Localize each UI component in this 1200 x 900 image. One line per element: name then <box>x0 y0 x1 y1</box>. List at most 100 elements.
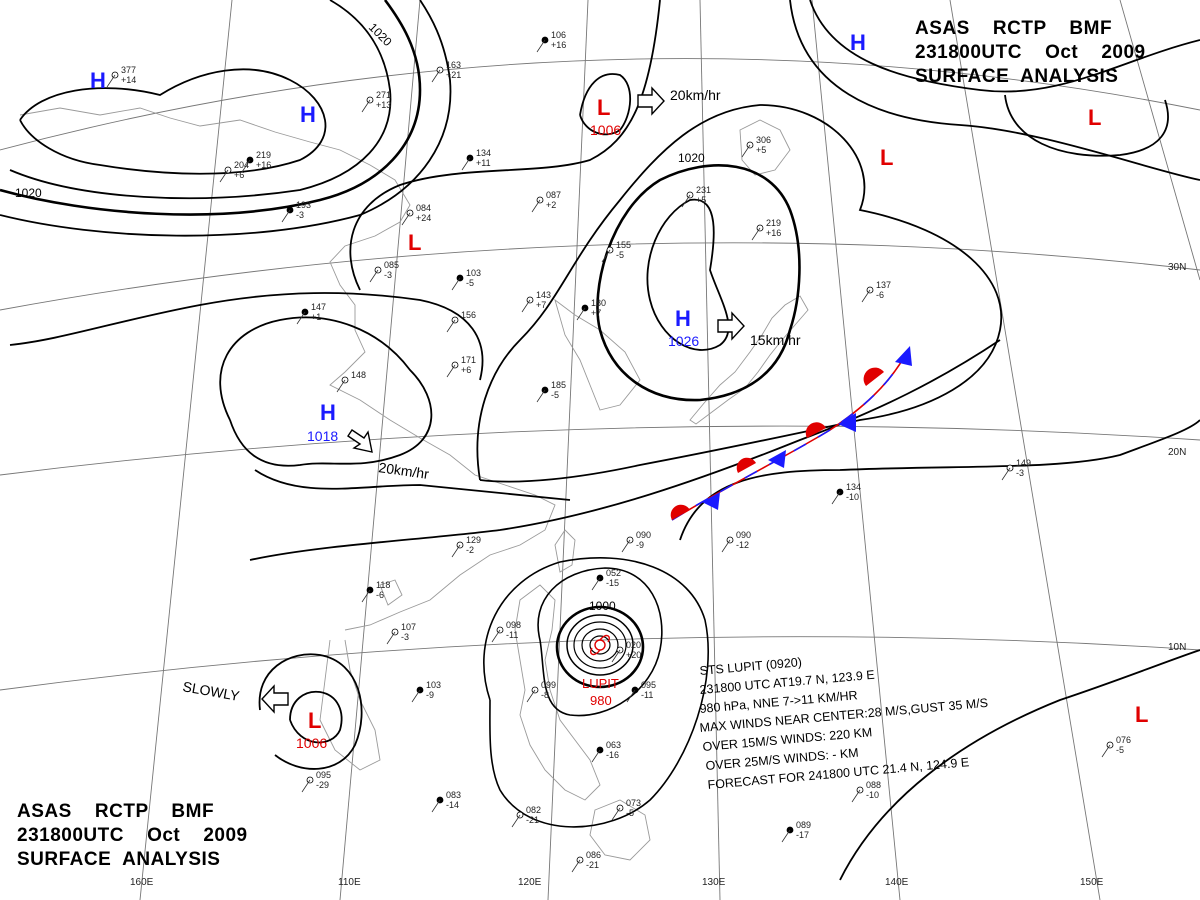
cold-front-triangle <box>768 450 786 468</box>
isobar-label: 1000 <box>589 599 616 613</box>
coast-china <box>19 107 556 631</box>
isobar-low-n <box>579 73 632 136</box>
station-plot: 306+5 <box>741 135 771 158</box>
wind-barb-icon <box>611 807 621 821</box>
station-tendency: -10 <box>866 790 879 800</box>
header-line: SURFACE ANALYSIS <box>17 849 221 870</box>
wind-barb-icon <box>301 779 311 793</box>
lon-label: 150E <box>1080 877 1104 888</box>
isobar-1016-big <box>476 104 1003 483</box>
station-tendency: -11 <box>506 630 518 640</box>
station-tendency: +16 <box>551 40 566 50</box>
station-pressure: 163 <box>446 60 461 70</box>
meridian-130e <box>699 0 721 900</box>
station-pressure: 098 <box>506 620 521 630</box>
station-tendency: +1 <box>311 312 321 322</box>
station-pressure: 095 <box>316 770 331 780</box>
station-tendency: -5 <box>551 390 559 400</box>
parallel-40n <box>0 58 1200 151</box>
wind-barb-icon <box>386 631 396 645</box>
station-pressure: 219 <box>766 218 781 228</box>
high-center-label: H <box>90 68 106 93</box>
station-tendency: -5 <box>616 250 624 260</box>
station-pressure: 082 <box>526 805 541 815</box>
station-tendency: +20 <box>626 650 641 660</box>
station-pressure: 204 <box>234 160 249 170</box>
station-tendency: -9 <box>426 690 434 700</box>
station-pressure: 084 <box>416 203 431 213</box>
wind-barb-icon <box>721 539 731 553</box>
station-pressure: 103 <box>466 268 481 278</box>
station-plot: 083-14 <box>431 790 461 813</box>
coast-mindanao <box>589 799 651 861</box>
meridian-140e <box>811 0 901 900</box>
wind-barb-icon <box>241 159 251 173</box>
station-pressure: 171 <box>461 355 476 365</box>
station-plot: 090-12 <box>721 530 751 553</box>
motion-label: 20km/hr <box>378 459 431 482</box>
isobar-low-sw <box>289 690 343 744</box>
station-plot: 095-29 <box>301 770 331 793</box>
low-center-value: 1006 <box>590 122 621 138</box>
wind-barb-icon <box>571 859 581 873</box>
isobar-inner-high <box>646 198 730 351</box>
station-plot: 134+11 <box>461 148 491 171</box>
station-tendency: -3 <box>296 210 304 220</box>
station-plot: 137-6 <box>861 280 891 303</box>
front-line-blue <box>671 349 909 521</box>
wind-barb-icon <box>431 799 441 813</box>
wind-barb-icon <box>361 99 371 113</box>
isobar-nw-3 <box>0 0 422 216</box>
station-plot: 084+24 <box>401 203 431 226</box>
station-pressure: 134 <box>846 482 861 492</box>
station-tendency: +16 <box>256 160 271 170</box>
station-tendency: +5 <box>696 195 706 205</box>
wind-barb-icon <box>106 74 116 88</box>
wind-barb-icon <box>536 39 546 53</box>
wind-barb-icon <box>626 689 636 703</box>
meridian-150e <box>949 0 1101 900</box>
station-pressure: 271 <box>376 90 391 100</box>
station-pressure: 306 <box>756 135 771 145</box>
motion-arrow-icon <box>637 86 665 116</box>
warm-front-semicircle <box>670 504 690 520</box>
station-plot: 118-6 <box>361 580 390 603</box>
isobar-label: 1020 <box>15 186 42 200</box>
station-plot: 149-3 <box>1001 458 1031 481</box>
high-center-label: H <box>320 400 336 425</box>
station-tendency: +11 <box>476 158 491 168</box>
isobar-label: 1020 <box>678 151 705 165</box>
station-tendency: -12 <box>736 540 749 550</box>
stationary-front <box>670 346 912 521</box>
wind-barb-icon <box>591 577 601 591</box>
station-plot: 219+16 <box>751 218 781 241</box>
wind-barb-icon <box>521 299 531 313</box>
lat-label: 20N <box>1168 447 1186 458</box>
station-tendency: +2 <box>546 200 556 210</box>
wind-barb-icon <box>401 212 411 226</box>
isobar-nw-4 <box>0 0 452 237</box>
wind-barb-icon <box>336 379 346 393</box>
station-pressure: 087 <box>546 190 561 200</box>
station-pressure: 088 <box>866 780 881 790</box>
isobar-east-1 <box>809 0 1200 93</box>
station-tendency: -21 <box>586 860 599 870</box>
high-center-label: H <box>850 30 866 55</box>
station-plot: 147+1 <box>296 302 326 325</box>
low-center-label: L <box>597 95 610 120</box>
station-tendency: +6 <box>461 365 471 375</box>
motion-labels: 20km/hr 15km/hr 20km/hr SLOWLY <box>181 87 800 704</box>
wind-barb-icon <box>611 649 621 663</box>
lon-label: 120E <box>518 877 542 888</box>
wind-barb-icon <box>861 289 871 303</box>
station-pressure: 085 <box>384 260 399 270</box>
lon-label: 110E <box>338 877 361 888</box>
station-tendency: +6 <box>234 170 244 180</box>
station-pressure: 185 <box>551 380 566 390</box>
station-pressure: 180 <box>591 298 606 308</box>
coast-taiwan <box>554 529 576 573</box>
low-center-label: L <box>408 230 421 255</box>
isobar-se-2 <box>839 649 1200 881</box>
station-plot: 185-5 <box>536 380 566 403</box>
